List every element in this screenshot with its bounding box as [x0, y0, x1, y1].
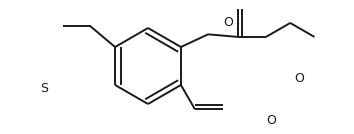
Text: O: O — [223, 16, 233, 29]
Text: O: O — [266, 114, 276, 127]
Text: S: S — [40, 81, 48, 94]
Text: O: O — [294, 72, 304, 85]
